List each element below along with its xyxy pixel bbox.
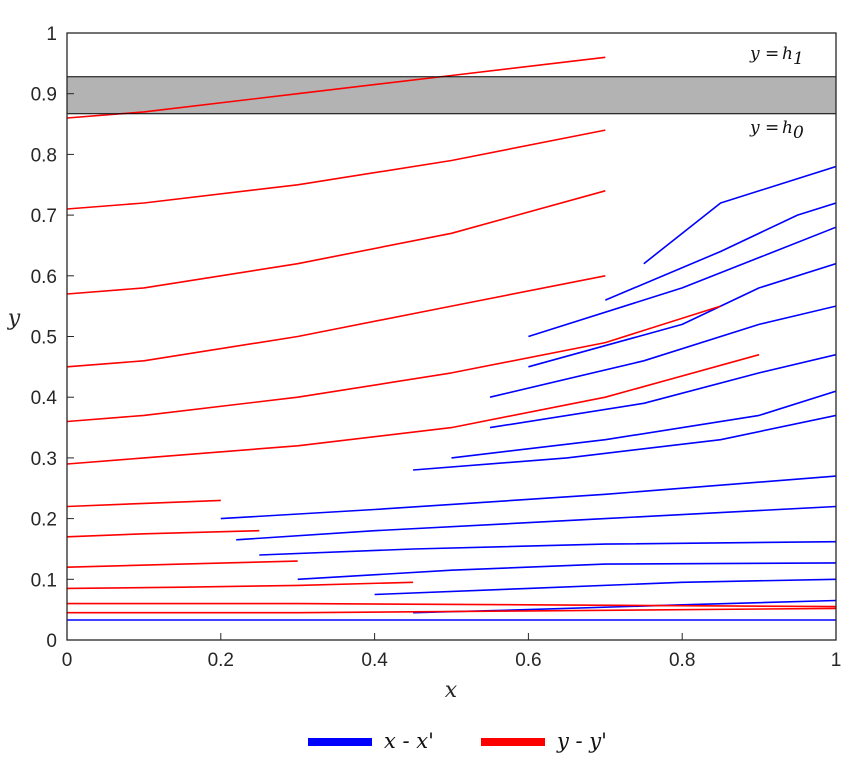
series-1-curve-7 — [67, 305, 721, 423]
y-tick-label: 0.5 — [31, 328, 57, 349]
series-0-curve-7 — [413, 414, 836, 471]
legend-label-x: x - x' — [384, 729, 434, 753]
series-1-curve-5 — [67, 499, 221, 508]
svg-text:y: y — [749, 118, 760, 138]
x-tick-label: 1 — [831, 650, 842, 671]
svg-text:1: 1 — [793, 49, 804, 69]
series-0-curve-3 — [297, 562, 836, 581]
series-1-curve-1 — [67, 602, 836, 608]
y-tick-label: 0.4 — [31, 388, 58, 409]
legend: x - x' y - y' — [308, 729, 607, 753]
x-tick-label: 0.8 — [669, 650, 695, 671]
series-0-curve-5 — [236, 505, 836, 541]
annotation-h0: y = h 0 — [749, 118, 804, 143]
y-tick-label: 0.6 — [31, 267, 57, 288]
series-1-curve-3 — [67, 560, 298, 568]
x-tick-label: 0.2 — [208, 650, 234, 671]
legend-swatch-y — [481, 738, 545, 746]
series-1-curve-0 — [67, 607, 836, 614]
svg-text:h: h — [782, 118, 793, 138]
shaded-band — [67, 76, 836, 114]
x-tick-label: 0.6 — [515, 650, 541, 671]
series-1-curve-8 — [67, 275, 606, 368]
svg-text:h: h — [782, 44, 793, 64]
y-tick-label: 1 — [46, 24, 57, 45]
y-tick-label: 0.7 — [31, 206, 57, 227]
series-1-curve-9 — [67, 190, 606, 295]
series-1-curve-6 — [67, 353, 760, 465]
y-tick-label: 0.3 — [31, 449, 57, 470]
svg-text:=: = — [765, 118, 779, 138]
ticks-layer: 0 0.2 0.4 0.6 0.8 1 0 0.1 0.2 0.3 0.4 0.5 0.6 0.7 0.8 0… — [31, 24, 842, 671]
series-0-curve-14 — [643, 165, 836, 265]
series-1-curve-2 — [67, 581, 414, 590]
y-tick-label: 0.1 — [31, 570, 57, 591]
series-0-curve-9 — [489, 353, 836, 429]
series-0-curve-13 — [604, 202, 836, 301]
legend-swatch-x — [308, 738, 372, 746]
y-tick-label: 0.2 — [31, 510, 57, 531]
svg-text:=: = — [765, 44, 779, 64]
series-0-curve-4 — [259, 540, 836, 556]
plot-area — [67, 33, 836, 640]
series-0-curve-10 — [489, 305, 836, 398]
y-tick-label: 0 — [46, 631, 57, 652]
x-tick-label: 0.4 — [361, 650, 388, 671]
series-1-curve-10 — [67, 129, 606, 210]
series-0-curve-12 — [528, 226, 836, 338]
svg-text:0: 0 — [793, 123, 804, 143]
series-0-curve-2 — [374, 578, 836, 596]
series-0-curve-11 — [528, 262, 836, 368]
curves-layer — [67, 56, 836, 621]
y-tick-label: 0.8 — [31, 145, 57, 166]
annotation-h1: y = h 1 — [749, 44, 804, 69]
legend-label-y: y - y' — [556, 729, 607, 753]
series-0-curve-6 — [220, 475, 836, 520]
svg-text:y: y — [749, 44, 760, 64]
x-axis-label: x — [445, 678, 458, 703]
series-0-curve-8 — [451, 390, 836, 459]
y-axis-label: y — [7, 306, 21, 331]
y-tick-label: 0.9 — [31, 85, 57, 106]
series-1-curve-4 — [67, 529, 260, 538]
x-tick-label: 0 — [62, 650, 73, 671]
